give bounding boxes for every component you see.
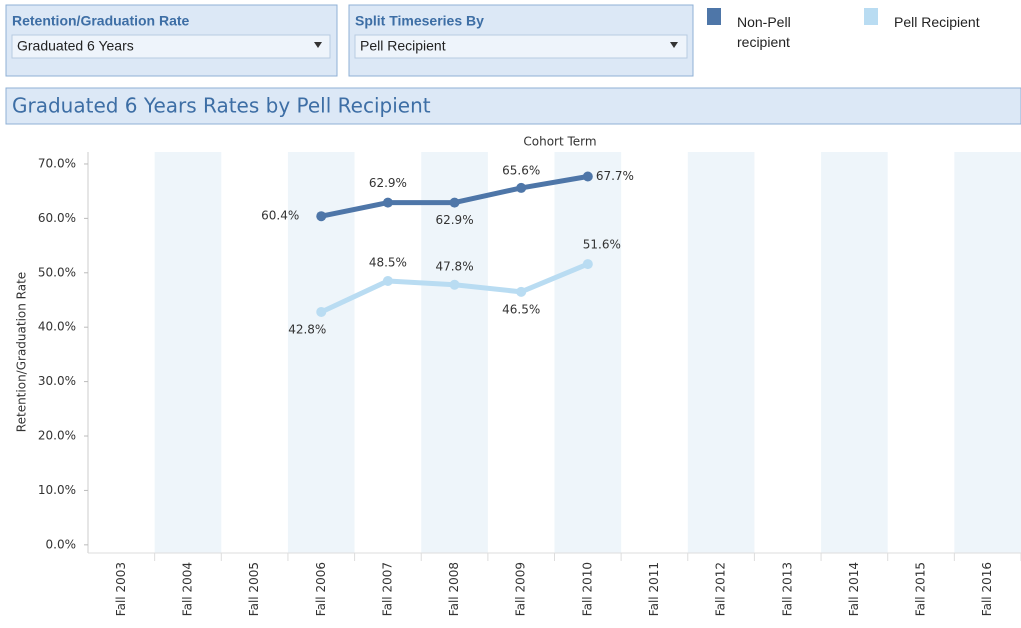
data-label: 60.4% [261,209,299,223]
legend-item: Non-Pell recipient [737,14,791,50]
dropdown[interactable]: Pell Recipient [354,34,688,59]
x-tick-label: Fall 2014 [847,562,861,616]
dropdown-value[interactable]: Graduated 6 Years [17,38,134,54]
legend-item: Pell Recipient [894,14,980,30]
y-tick-label: 30.0% [38,374,76,388]
dropdown-box[interactable] [11,34,331,59]
x-tick-label: Fall 2011 [647,562,661,616]
y-tick-label: 10.0% [38,483,76,497]
column-band [421,152,488,553]
x-tick-label: Fall 2013 [780,562,794,616]
x-tick-label: Fall 2015 [914,562,928,616]
y-tick-label: 20.0% [38,429,76,443]
x-tick-label: Fall 2010 [580,562,594,616]
data-point [449,279,460,290]
y-axis-title: Retention/Graduation Rate [15,272,29,432]
legend-label: Non-Pell recipient [737,14,791,50]
data-label: 62.9% [435,213,473,227]
data-label: 48.5% [369,255,407,269]
dropdown-arrow[interactable] [670,42,678,48]
y-tick-label: 70.0% [38,156,76,170]
dropdown-box[interactable] [354,34,688,59]
data-point [316,211,327,222]
x-tick-label: Fall 2008 [447,562,461,616]
x-tick-label: Fall 2006 [314,562,328,616]
dropdown-arrow[interactable] [314,42,322,48]
y-tick-label: 0.0% [46,537,77,551]
data-label: 47.8% [435,259,473,273]
column-band [154,152,222,553]
data-point [382,275,393,286]
x-tick-label: Fall 2004 [180,562,194,616]
column-band [821,152,888,553]
x-tick-label: Fall 2016 [980,562,994,616]
x-tick-label: Fall 2007 [380,562,394,616]
column-band [554,152,622,553]
data-label: 51.6% [583,238,621,252]
column-band [687,152,755,553]
dropdown-value[interactable]: Pell Recipient [360,38,446,54]
data-point [582,259,593,270]
x-tick-label: Fall 2012 [714,562,728,616]
data-point [582,171,593,182]
data-point [449,197,460,208]
data-label: 62.9% [369,176,407,190]
title-bar [5,87,1021,125]
x-tick-label: Fall 2003 [114,562,128,616]
y-tick-label: 60.0% [38,211,76,225]
data-point [316,306,327,317]
data-label: 46.5% [502,302,540,316]
legend-label: Pell Recipient [894,14,980,30]
filter-label: Retention/Graduation Rate [12,13,190,29]
filter-label: Split Timeseries By [355,13,484,29]
dropdown[interactable]: Graduated 6 Years [11,34,331,59]
legend-swatch [864,8,878,25]
data-point [516,286,527,297]
y-tick-label: 50.0% [38,265,76,279]
x-tick-label: Fall 2009 [514,562,528,616]
column-band [954,152,1021,553]
chart-title: Graduated 6 Years Rates by Pell Recipien… [12,94,431,118]
data-point [382,197,393,208]
y-tick-label: 40.0% [38,320,76,334]
legend-swatch [707,8,721,25]
data-label: 42.8% [288,322,326,336]
data-point [516,182,527,193]
data-label: 67.7% [596,169,634,183]
x-axis-title: Cohort Term [523,135,596,149]
x-tick-label: Fall 2005 [247,562,261,616]
data-label: 65.6% [502,163,540,177]
